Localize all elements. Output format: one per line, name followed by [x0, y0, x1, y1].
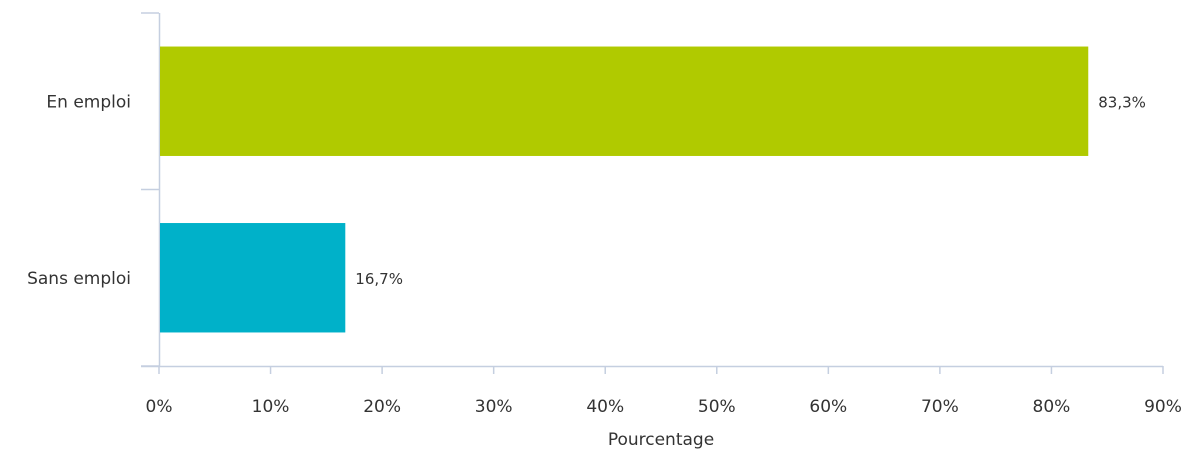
x-tick-label: 50% — [698, 397, 736, 417]
chart-labels: 0% 10% 20% 30% 40% 50% 60% 70% 80% 90% En emploi 83… — [27, 92, 1182, 417]
x-tick-label: 90% — [1144, 397, 1182, 417]
x-tick-label: 30% — [475, 397, 513, 417]
category-label: En emploi — [46, 92, 131, 112]
x-tick-label: 20% — [363, 397, 401, 417]
x-tick-label: 0% — [146, 397, 173, 417]
category-label: Sans emploi — [27, 269, 131, 289]
x-tick-label: 80% — [1033, 397, 1071, 417]
data-label: 83,3% — [1098, 93, 1146, 111]
bar-en-emploi — [160, 46, 1089, 156]
chart-bars — [160, 46, 1089, 333]
x-tick-label: 70% — [921, 397, 959, 417]
data-label: 16,7% — [355, 270, 403, 288]
bar-sans-emploi — [160, 223, 346, 333]
x-axis-title: Pourcentage — [608, 430, 714, 450]
x-tick-label: 60% — [809, 397, 847, 417]
x-tick-label: 10% — [252, 397, 290, 417]
x-tick-label: 40% — [586, 397, 624, 417]
chart-axes — [141, 12, 1164, 374]
